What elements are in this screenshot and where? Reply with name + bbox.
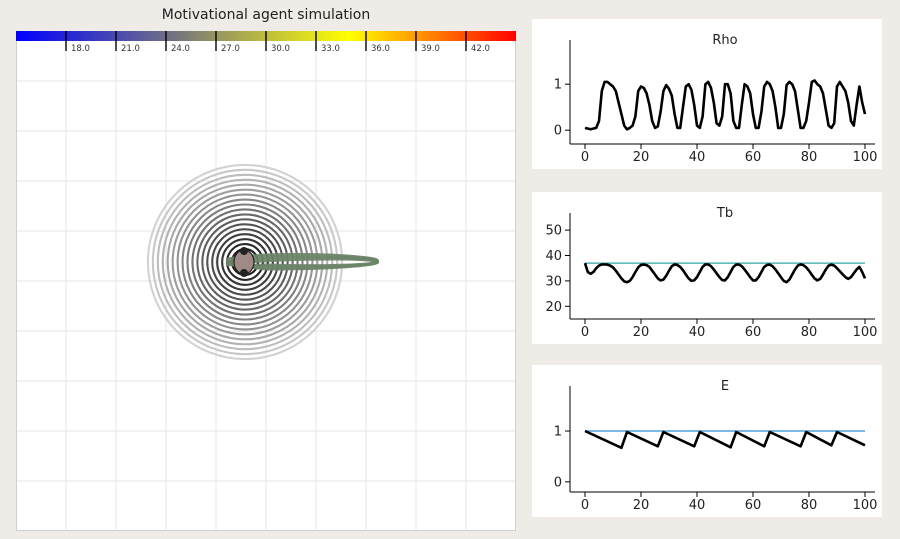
y-tick-label: 0 xyxy=(554,124,562,139)
colorbar-tick-label: 24.0 xyxy=(171,44,190,54)
x-tick-label: 80 xyxy=(801,498,818,513)
x-tick-label: 20 xyxy=(633,325,650,340)
heat-ring xyxy=(156,173,334,351)
heat-ring xyxy=(161,178,329,346)
colorbar-tick-label: 42.0 xyxy=(471,44,490,54)
heat-ring xyxy=(171,188,319,336)
colorbar-tick-label: 27.0 xyxy=(221,44,240,54)
y-tick-label: 40 xyxy=(545,249,562,264)
colorbar-tick-label: 21.0 xyxy=(121,44,140,54)
heat-ring xyxy=(191,208,299,316)
colorbar-tick-label: 33.0 xyxy=(321,44,340,54)
x-tick-label: 60 xyxy=(745,325,762,340)
colorbar-tick-label: 18.0 xyxy=(71,44,90,54)
heat-ring xyxy=(211,228,279,296)
heat-ring xyxy=(181,198,309,326)
x-tick-label: 0 xyxy=(581,325,589,340)
heat-ring xyxy=(216,233,274,291)
agent-sensor-bottom xyxy=(240,269,248,277)
heat-ring xyxy=(166,183,324,341)
colorbar-tick-label: 36.0 xyxy=(371,44,390,54)
x-tick-label: 0 xyxy=(581,150,589,165)
x-tick-label: 100 xyxy=(853,325,878,340)
y-tick-label: 20 xyxy=(545,300,562,315)
x-tick-label: 100 xyxy=(853,498,878,513)
simulation-title: Motivational agent simulation xyxy=(161,7,371,23)
x-tick-label: 0 xyxy=(581,498,589,513)
agent-sensor-top xyxy=(240,247,248,255)
x-tick-label: 60 xyxy=(745,150,762,165)
heat-ring xyxy=(206,223,284,301)
y-tick-label: 1 xyxy=(554,78,562,93)
x-tick-label: 40 xyxy=(689,150,706,165)
colorbar-tick-label: 30.0 xyxy=(271,44,290,54)
simulation-panel: 18.0 21.0 24.0 27.0 30.0 33.0 36.0 39.0 42.0 xyxy=(16,31,516,531)
x-tick-label: 60 xyxy=(745,498,762,513)
x-tick-label: 20 xyxy=(633,150,650,165)
heat-ring xyxy=(146,163,344,361)
chart-title: Tb xyxy=(716,206,733,221)
agent xyxy=(233,247,255,277)
x-tick-label: 40 xyxy=(689,325,706,340)
chart-title: E xyxy=(721,379,729,394)
data-line xyxy=(583,262,867,284)
y-tick-label: 50 xyxy=(545,224,562,239)
x-tick-label: 100 xyxy=(853,150,878,165)
heat-ring xyxy=(196,213,294,311)
e-chart: E 0 20 40 60 80 100 0 1 xyxy=(532,365,882,517)
y-tick-label: 30 xyxy=(545,274,562,289)
heat-ring xyxy=(201,218,289,306)
y-tick-label: 0 xyxy=(554,475,562,490)
rho-chart: Rho 0 20 40 60 80 100 0 1 xyxy=(532,19,882,169)
colorbar-tick-label: 39.0 xyxy=(421,44,440,54)
x-tick-label: 40 xyxy=(689,498,706,513)
heat-ring xyxy=(186,203,304,321)
data-line xyxy=(584,429,866,450)
heat-rings xyxy=(146,163,344,361)
x-tick-label: 80 xyxy=(801,325,818,340)
chart-title: Rho xyxy=(712,33,737,48)
heat-ring xyxy=(151,168,339,356)
x-tick-label: 20 xyxy=(633,498,650,513)
x-tick-label: 80 xyxy=(801,150,818,165)
data-line xyxy=(584,79,867,131)
y-tick-label: 1 xyxy=(554,425,562,440)
heat-ring xyxy=(176,193,314,331)
tb-chart: Tb 0 20 40 60 80 100 20 30 40 50 xyxy=(532,192,882,344)
